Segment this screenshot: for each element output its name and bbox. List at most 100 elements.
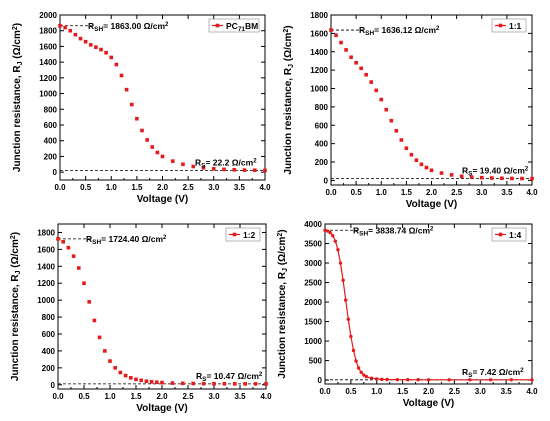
data-point	[155, 150, 160, 155]
data-point	[333, 239, 338, 243]
data-point	[134, 377, 138, 382]
x-tick-label: 3.0	[475, 387, 487, 396]
data-point	[170, 159, 175, 163]
data-point	[349, 55, 353, 60]
y-tick-label: 1400	[310, 48, 328, 57]
legend-label: 1:2	[243, 230, 256, 240]
data-point	[66, 245, 71, 250]
data-point	[201, 381, 206, 386]
data-point	[114, 62, 119, 67]
legend-marker	[498, 23, 503, 28]
legend-marker	[232, 232, 237, 237]
y-tick-label: 600	[42, 330, 56, 339]
y-tick-label: 2000	[304, 298, 322, 307]
data-point	[364, 374, 369, 379]
data-point	[92, 318, 97, 323]
y-tick-label: 800	[44, 105, 58, 114]
x-tick-label: 0.0	[319, 387, 331, 396]
x-tick-label: 0.0	[54, 183, 66, 192]
legend-marker	[215, 23, 220, 28]
y-axis-label: Junction resistance, RJ (Ω/cm2)	[283, 25, 295, 174]
data-point	[140, 128, 144, 133]
chart-panel-4: 0.0 0.5 1.0 1.5 2.0 2.5 3.0 3.5 4.0 0 500 1000 1500 2…	[277, 220, 538, 409]
x-tick-label: 3.5	[501, 188, 513, 197]
y-tick-label: 1200	[39, 74, 57, 83]
data-point	[500, 176, 504, 181]
y-tick-label: 2000	[39, 11, 57, 20]
data-point	[490, 176, 494, 180]
data-point	[123, 373, 128, 378]
data-point	[82, 281, 86, 286]
data-point	[243, 382, 247, 386]
data-point	[447, 378, 451, 382]
x-tick-label: 0.5	[345, 387, 357, 396]
data-point	[364, 72, 368, 77]
data-point	[349, 334, 353, 339]
plot-frame	[330, 14, 533, 186]
rsh-annotation: RSH= 3838.74 Ω/cm2	[353, 225, 434, 237]
data-point	[201, 166, 206, 170]
data-point	[359, 66, 363, 71]
data-point	[380, 377, 384, 382]
data-point	[109, 55, 114, 60]
data-point	[389, 118, 394, 123]
x-tick-label: 1.0	[104, 392, 116, 401]
x-tick-label: 0.0	[325, 188, 337, 197]
data-point	[406, 378, 410, 382]
data-point	[181, 381, 185, 386]
data-point	[426, 378, 431, 382]
chart-panel-3: 0.0 0.5 1.0 1.5 2.0 2.5 3.0 3.5 4.0 0 200 400 600 800…	[10, 223, 272, 414]
data-point	[336, 248, 340, 252]
data-point	[108, 359, 112, 363]
y-tick-label: 200	[44, 152, 58, 161]
rsh-annotation: RSH= 1636.12 Ω/cm2	[359, 25, 440, 37]
data-point	[424, 165, 429, 170]
y-tick-label: 0	[318, 376, 323, 385]
data-point	[83, 39, 88, 44]
x-tick-label: 2.5	[451, 188, 463, 197]
data-point	[78, 36, 83, 41]
data-point	[468, 378, 472, 382]
data-point	[212, 381, 216, 386]
y-tick-label: 1600	[310, 29, 328, 38]
data-point	[395, 377, 400, 382]
y-tick-label: 4000	[304, 220, 322, 229]
x-tick-label: 0.0	[52, 392, 64, 401]
y-tick-label: 0	[53, 168, 58, 177]
data-point	[325, 229, 330, 233]
y-tick-label: 3000	[304, 259, 322, 268]
x-tick-label: 1.0	[371, 387, 383, 396]
data-point	[344, 48, 348, 52]
data-point	[429, 168, 434, 173]
y-tick-label: 800	[315, 103, 329, 112]
data-point	[354, 60, 358, 65]
data-point	[331, 234, 335, 238]
y-tick-label: 1600	[39, 42, 57, 51]
y-tick-label: 1000	[304, 337, 322, 346]
x-tick-label: 4.0	[526, 387, 538, 396]
data-point	[232, 167, 237, 172]
data-point	[449, 173, 454, 177]
data-point	[439, 171, 444, 175]
y-tick-label: 400	[315, 140, 329, 149]
y-tick-label: 200	[315, 158, 329, 167]
data-point	[339, 40, 343, 45]
legend-marker	[498, 232, 503, 237]
data-point	[160, 380, 164, 385]
x-tick-label: 4.0	[260, 392, 272, 401]
y-tick-label: 800	[42, 313, 56, 322]
rs-annotation: RS= 7.42 Ω/cm2	[462, 367, 524, 379]
y-tick-label: 0	[324, 176, 329, 185]
legend-label: 1:4	[509, 230, 522, 240]
data-point	[329, 28, 333, 32]
data-point	[94, 45, 98, 50]
x-tick-label: 0.5	[78, 392, 90, 401]
legend-box	[491, 18, 527, 33]
data-point	[73, 32, 78, 37]
x-tick-label: 2.0	[426, 188, 438, 197]
data-point	[414, 158, 419, 162]
x-tick-label: 2.0	[156, 392, 168, 401]
x-tick-label: 1.0	[376, 188, 388, 197]
legend-label: 1:1	[509, 21, 522, 31]
data-point	[374, 88, 379, 93]
